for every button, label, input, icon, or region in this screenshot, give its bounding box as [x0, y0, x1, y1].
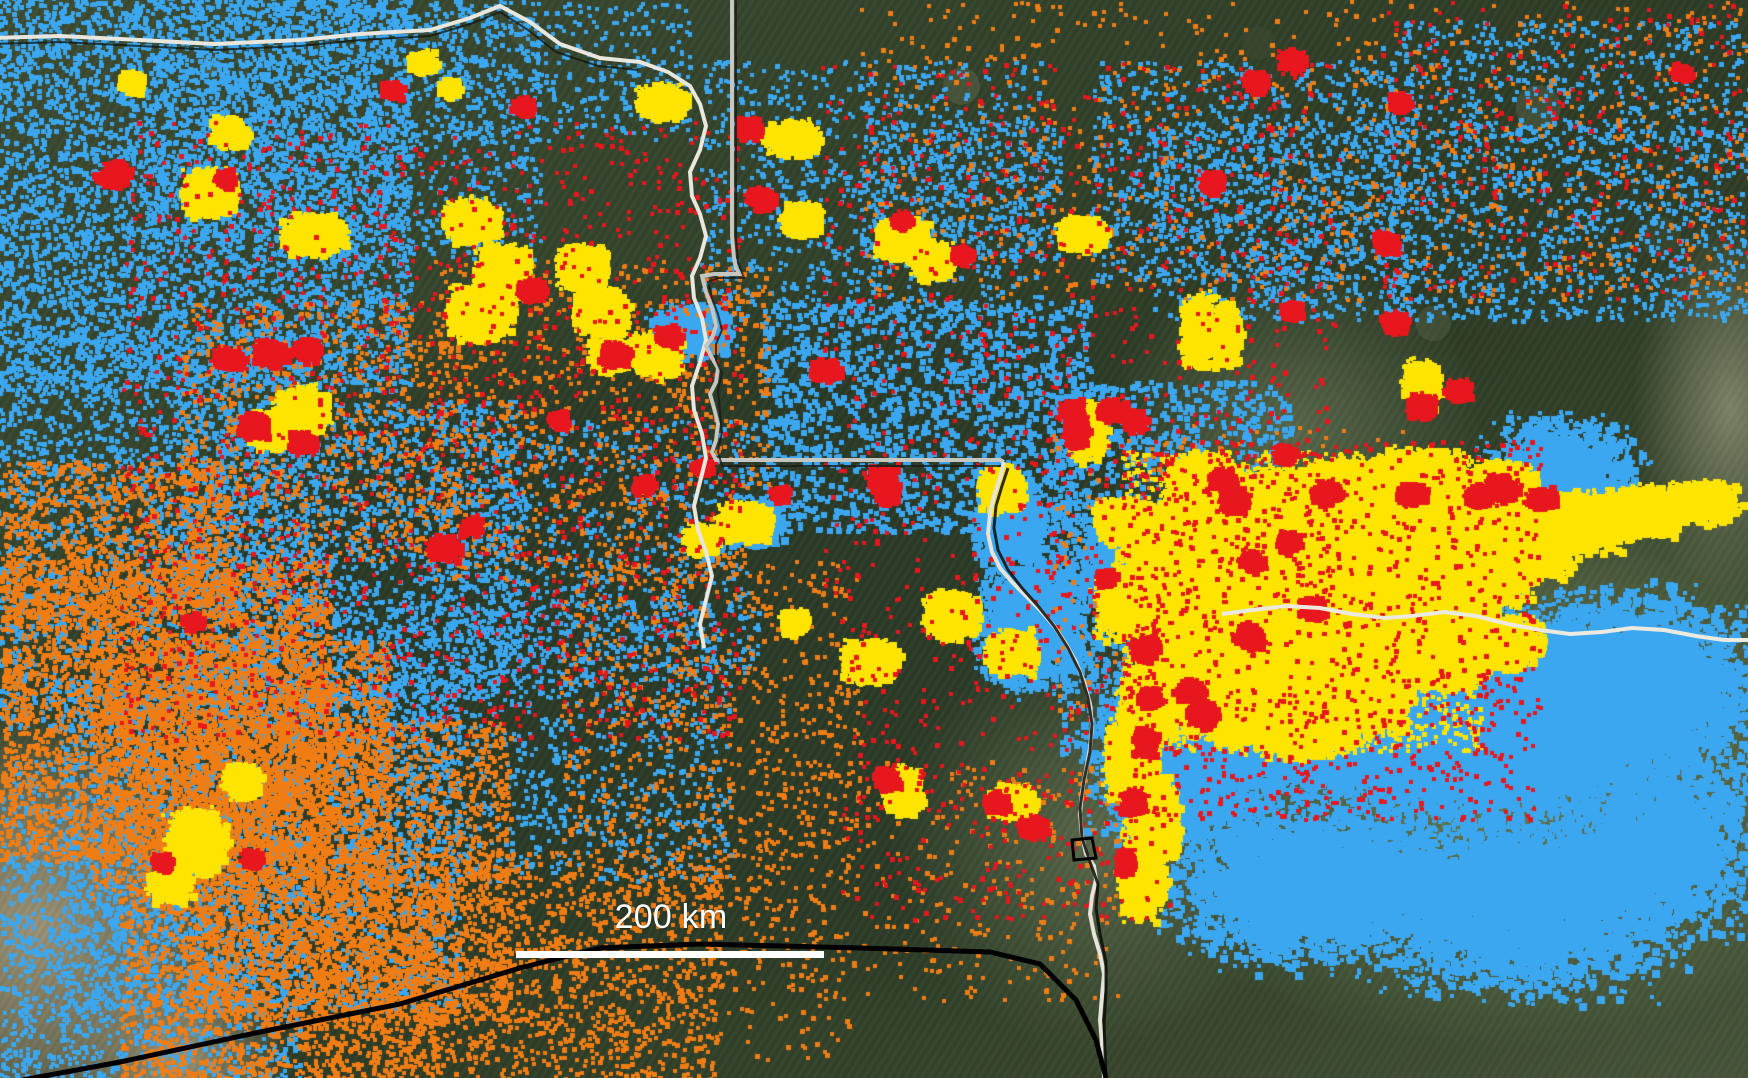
national-border-north [0, 3, 715, 649]
national-border-north-shadow [0, 10, 639, 71]
river-border-far-east [1221, 603, 1748, 642]
state-border-stepped [699, 0, 1005, 464]
scale-bar: 200 km [516, 900, 824, 958]
scale-bar-line [516, 951, 824, 958]
state-border-stepped-shadow [706, 0, 1002, 467]
district-border-inset [1070, 836, 1098, 862]
district-border-south [19, 941, 1109, 1078]
river-border-east-shadow [992, 467, 1108, 1078]
scale-bar-label: 200 km [614, 898, 728, 936]
